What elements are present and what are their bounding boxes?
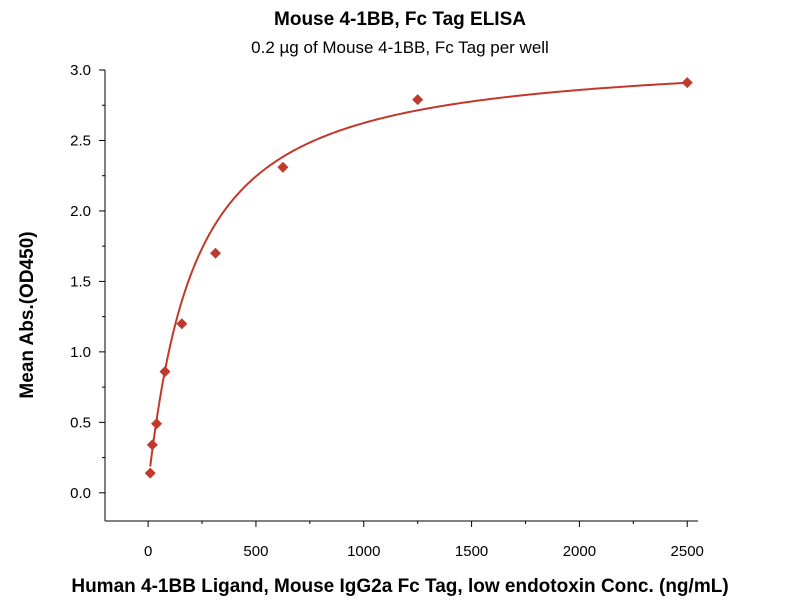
y-tick-label: 1.0 (70, 344, 91, 361)
x-tick-label: 1500 (455, 543, 488, 560)
x-axis-title: Human 4-1BB Ligand, Mouse IgG2a Fc Tag, … (71, 576, 728, 597)
y-tick-label: 0.0 (70, 485, 91, 502)
x-tick-label: 500 (243, 543, 268, 560)
y-axis-title: Mean Abs.(OD450) (17, 231, 38, 398)
y-tick-label: 1.5 (70, 273, 91, 290)
data-point (176, 318, 188, 330)
y-axis-ticks: 0.0 0.5 1.0 1.5 2.0 2.5 3.0 (70, 62, 105, 502)
x-tick-label: 1000 (347, 543, 380, 560)
x-tick-label: 2500 (671, 543, 704, 560)
y-tick-label: 2.5 (70, 132, 91, 149)
data-point (412, 94, 424, 106)
chart-subtitle: 0.2 µg of Mouse 4-1BB, Fc Tag per well (251, 38, 549, 57)
data-point (146, 439, 158, 451)
data-point (144, 467, 156, 479)
y-tick-label: 0.5 (70, 414, 91, 431)
data-point (151, 418, 163, 430)
data-point (681, 77, 693, 89)
data-point (277, 161, 289, 173)
x-axis-ticks: 0 500 1000 1500 2000 2500 (144, 521, 704, 560)
axes (104, 70, 698, 522)
y-tick-label: 3.0 (70, 62, 91, 79)
data-point (210, 247, 222, 259)
x-tick-label: 2000 (563, 543, 596, 560)
fit-curve-layer (149, 81, 688, 467)
chart-title: Mouse 4-1BB, Fc Tag ELISA (274, 9, 526, 30)
x-tick-label: 0 (144, 543, 152, 560)
data-point (159, 366, 171, 378)
data-points-layer (144, 77, 693, 479)
fit-curve (149, 81, 688, 467)
y-tick-label: 2.0 (70, 203, 91, 220)
